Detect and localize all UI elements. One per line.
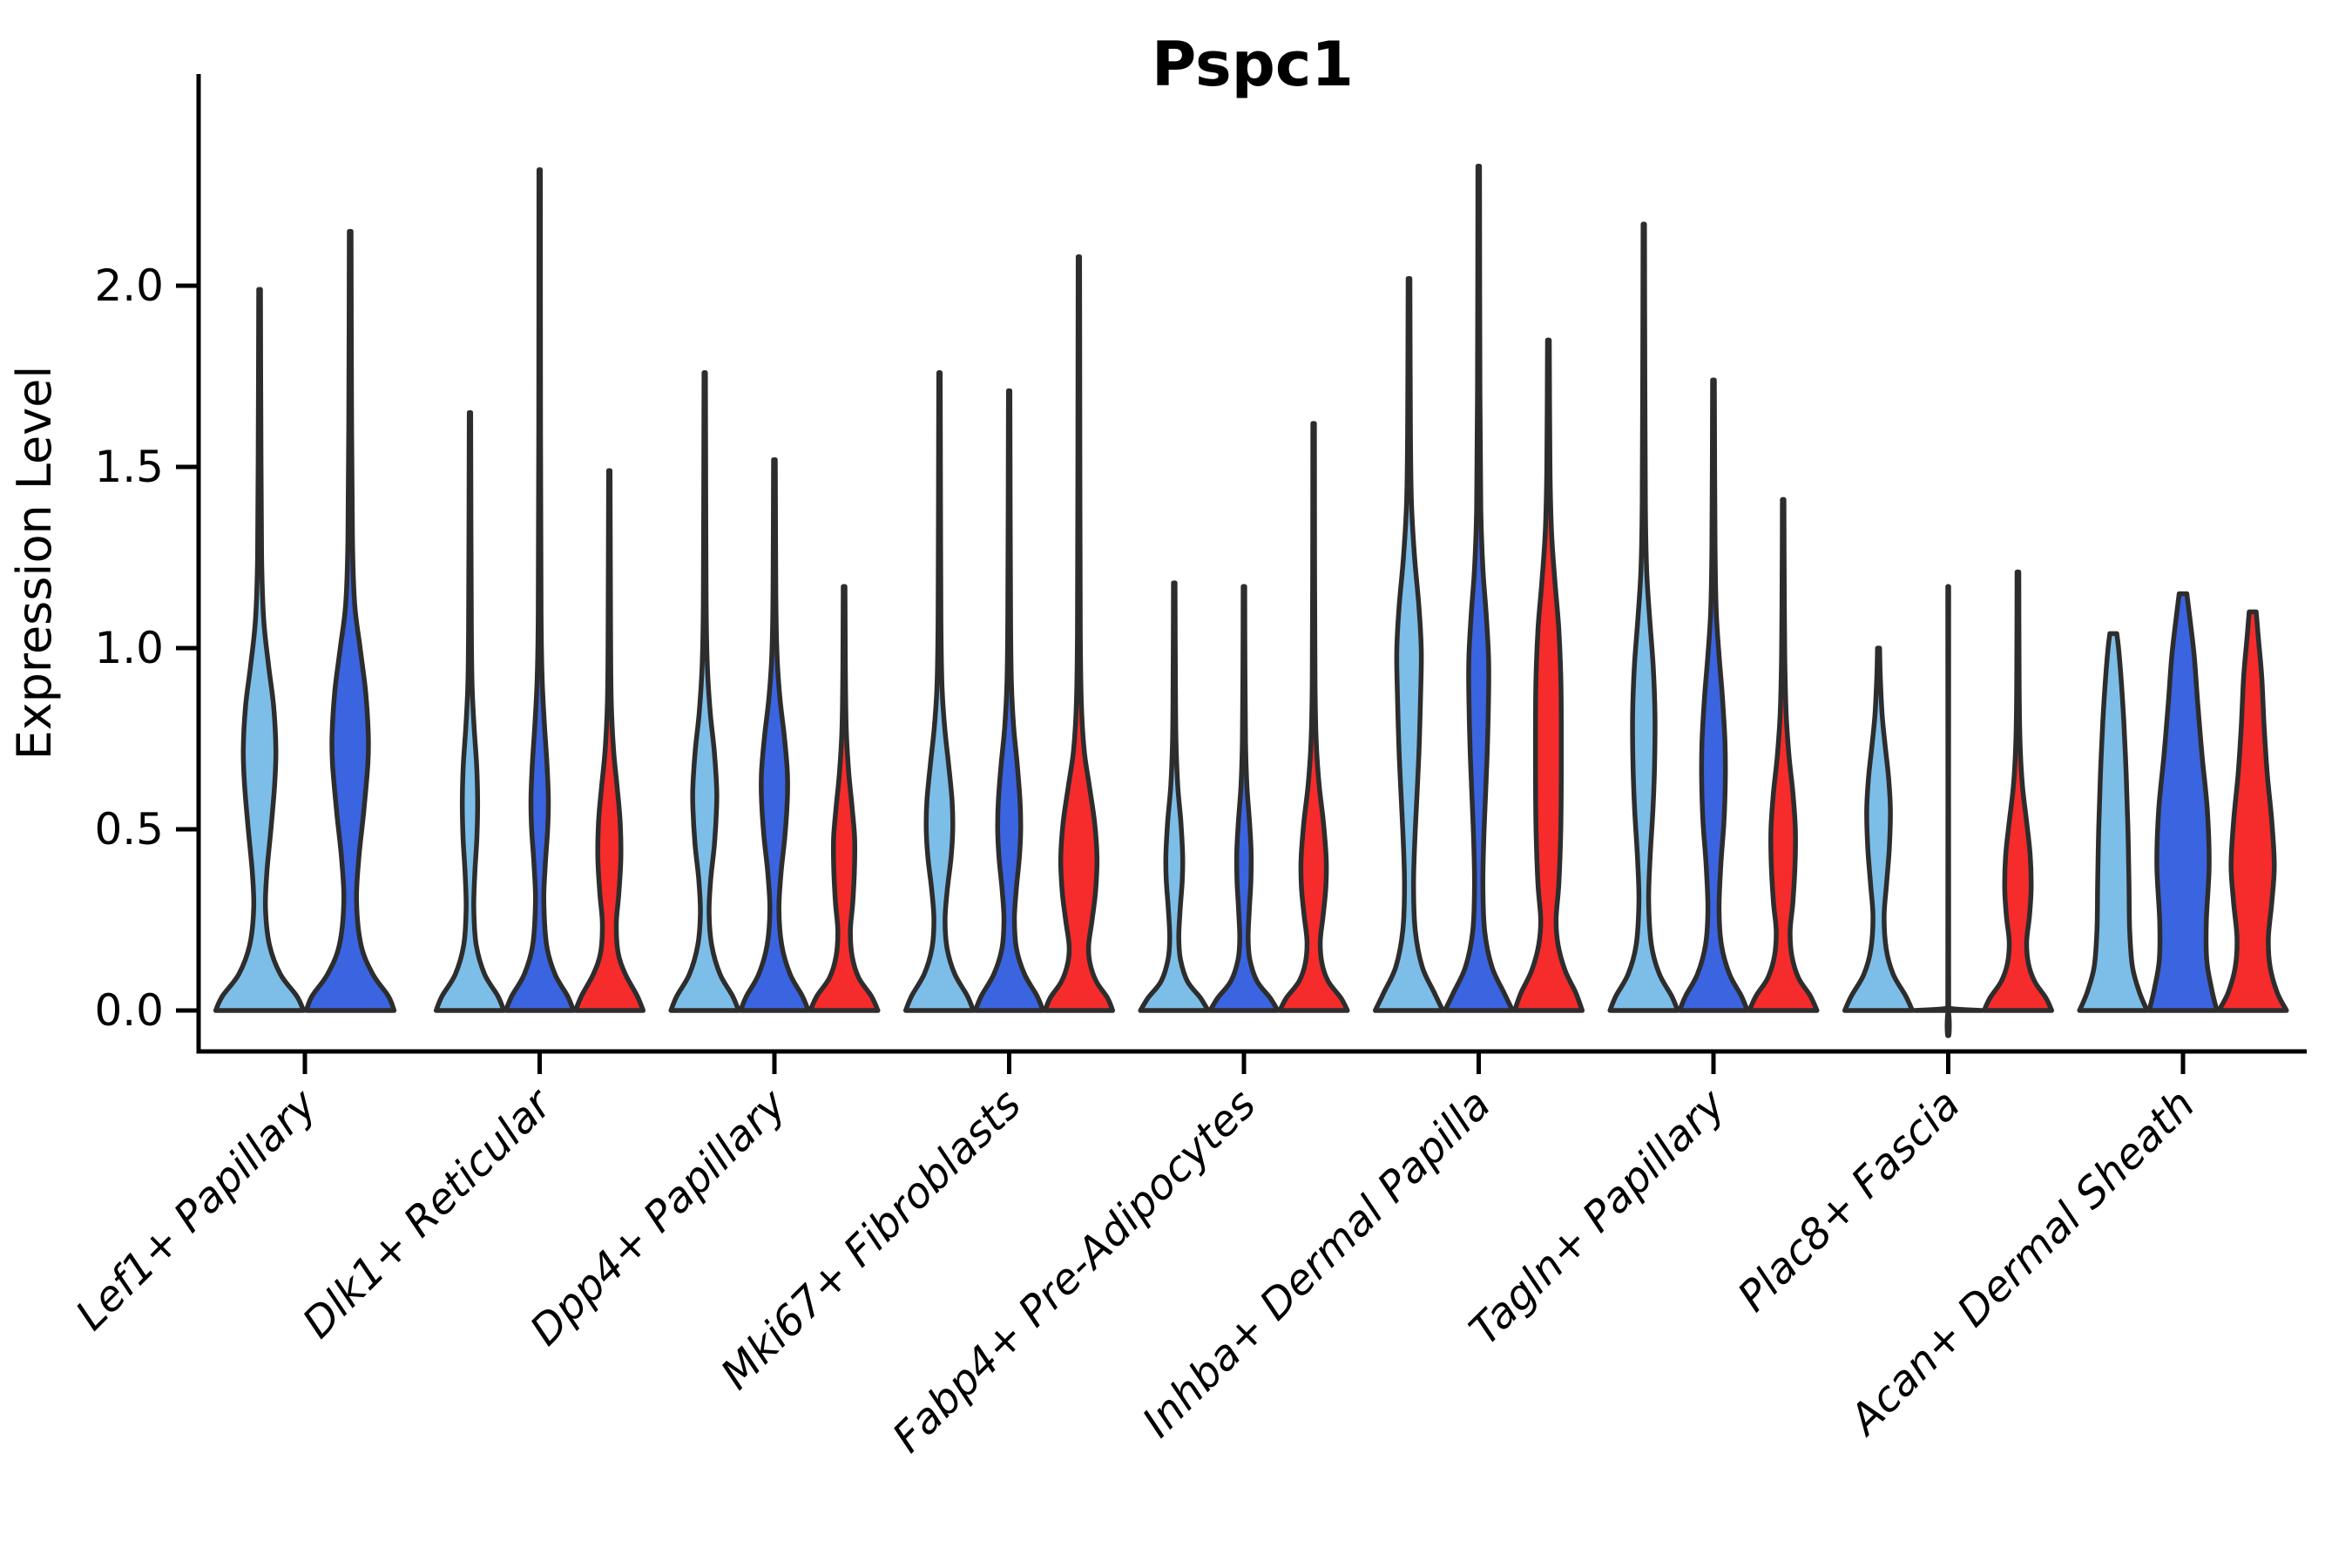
violin-0-light_blue	[213, 287, 307, 1013]
axes: 0.0 0.5 1.0 1.5 2.0	[94, 74, 2307, 1074]
violin-5-red	[1511, 337, 1585, 1013]
violin-7-red	[1981, 569, 2055, 1013]
violin-5-dark_blue	[1442, 163, 1516, 1013]
violin-6-dark_blue	[1677, 377, 1750, 1013]
violin-3-dark_blue	[972, 388, 1046, 1013]
violin-5-light_blue	[1372, 275, 1446, 1013]
violin-4-light_blue	[1138, 580, 1211, 1013]
violin-2-red	[808, 584, 881, 1013]
y-tick-label: 0.0	[94, 985, 164, 1036]
violin-7-light_blue	[1842, 645, 1916, 1013]
violin-1-red	[572, 468, 646, 1013]
violin-7-dark_blue	[1911, 584, 1985, 1038]
violin-8-dark_blue	[2146, 591, 2220, 1013]
y-tick-label: 2.0	[94, 260, 164, 311]
violin-6-red	[1747, 497, 1820, 1013]
y-tick-label: 1.5	[94, 442, 164, 492]
violin-4-dark_blue	[1207, 584, 1281, 1013]
violin-2-light_blue	[668, 370, 741, 1013]
violin-4-red	[1277, 421, 1350, 1013]
violin-3-light_blue	[902, 370, 977, 1013]
y-axis-label: Expression Level	[7, 366, 62, 760]
violin-8-red	[2216, 609, 2289, 1013]
x-tick-label: Tagln+ Papillary	[1460, 1079, 1735, 1355]
violin-3-red	[1042, 253, 1116, 1013]
y-tick-label: 0.5	[94, 804, 164, 855]
violin-0-dark_blue	[303, 228, 397, 1013]
x-tick-label: Dlk1+ Reticular	[294, 1078, 564, 1348]
y-tick-label: 1.0	[94, 623, 164, 673]
violin-series	[213, 163, 2289, 1038]
x-tick-label: Dpp4+ Papillary	[521, 1079, 796, 1355]
violin-6-light_blue	[1607, 221, 1680, 1013]
violin-1-light_blue	[433, 409, 507, 1013]
violin-2-dark_blue	[738, 456, 811, 1013]
chart-title: Pspc1	[1152, 29, 1354, 100]
violin-8-light_blue	[2077, 631, 2150, 1013]
x-tick-label: Lef1+ Papillary	[66, 1079, 327, 1340]
violin-1-dark_blue	[503, 167, 577, 1013]
x-tick-label: Plac8+ Fascia	[1728, 1080, 1970, 1321]
